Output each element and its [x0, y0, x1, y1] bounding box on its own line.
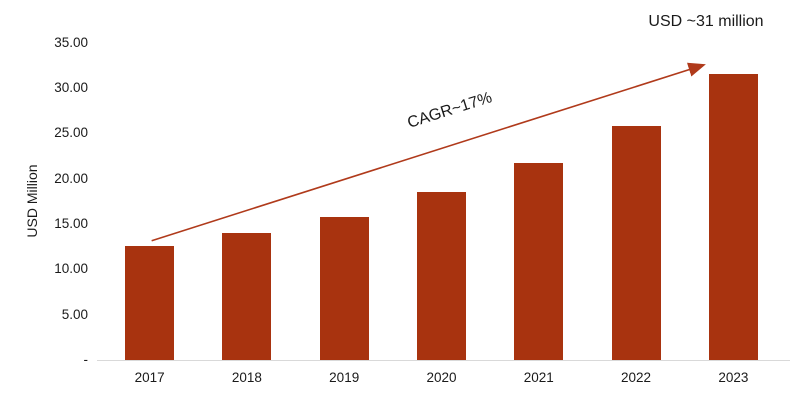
bar-2019	[319, 216, 369, 360]
end-value-annotation: USD ~31 million	[648, 13, 764, 30]
y-tick-label: 20.00	[54, 170, 88, 186]
bar-2022	[611, 125, 661, 360]
x-tick-label-2020: 2020	[426, 370, 457, 385]
y-tick-label: 15.00	[54, 215, 88, 231]
bar-2020	[417, 192, 466, 360]
x-tick-label-2021: 2021	[523, 370, 554, 385]
x-tick-label-2018: 2018	[231, 370, 262, 385]
bar-2023	[708, 74, 758, 360]
y-tick-label: 35.00	[54, 34, 88, 50]
y-tick-label: 5.00	[61, 306, 88, 322]
x-tick-label-2022: 2022	[621, 370, 652, 385]
y-tick-label: 25.00	[54, 125, 88, 141]
x-tick-label-2023: 2023	[718, 370, 749, 385]
y-tick-label: 10.00	[54, 261, 88, 277]
bar-2017	[125, 245, 175, 360]
x-tick-label-2019: 2019	[329, 370, 360, 385]
bar-2018	[222, 233, 272, 360]
cagr-annotation: CAGR~17%	[405, 89, 495, 132]
y-tick-label: 30.00	[54, 79, 88, 95]
x-axis-line	[97, 360, 790, 361]
bar-2021	[514, 163, 564, 360]
y-tick-label: -	[83, 352, 89, 367]
x-tick-label-2017: 2017	[134, 370, 165, 385]
